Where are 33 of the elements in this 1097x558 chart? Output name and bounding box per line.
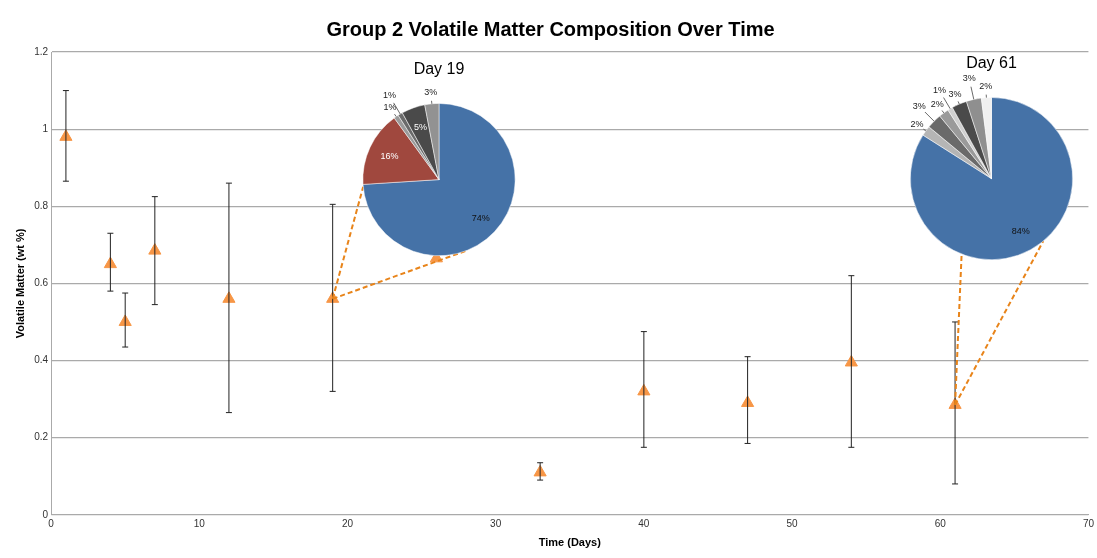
x-tick-label: 30 <box>490 517 502 529</box>
y-tick-label: 1.2 <box>34 45 49 57</box>
y-tick-label: 0 <box>42 508 49 520</box>
y-axis-title: Volatile Matter (wt %) <box>13 228 26 339</box>
y-tick-label: 1 <box>42 122 49 134</box>
data-label: 3% <box>962 73 976 84</box>
chart-title: Day 19 <box>413 60 465 78</box>
data-label: 1% <box>932 85 947 96</box>
chart-title: Day 61 <box>966 54 1017 72</box>
data-label: 3% <box>912 100 926 111</box>
x-tick-label: 20 <box>341 517 354 529</box>
data-label: 1% <box>383 90 397 101</box>
y-tick-label: 0.2 <box>34 431 49 443</box>
x-tick-label: 70 <box>1082 517 1095 529</box>
data-label: 2% <box>930 98 944 109</box>
x-tick-label: 60 <box>934 517 947 529</box>
y-tick-label: 0.8 <box>34 200 49 212</box>
data-label: 74% <box>471 213 490 224</box>
data-label: 3% <box>424 87 438 98</box>
x-tick-label: 50 <box>786 517 799 529</box>
data-label: 84% <box>1011 226 1030 237</box>
x-axis-title: Time (Days) <box>538 536 602 549</box>
data-label: 2% <box>910 118 924 129</box>
x-tick-label: 10 <box>193 517 206 529</box>
y-tick-label: 0.4 <box>34 354 49 366</box>
data-label: 2% <box>979 81 993 92</box>
y-tick-label: 0.6 <box>34 277 49 289</box>
data-label: 1% <box>383 102 397 112</box>
data-label: 16% <box>380 150 399 161</box>
data-label: 5% <box>413 122 427 133</box>
data-label: 3% <box>948 88 962 99</box>
chart-title: Group 2 Volatile Matter Composition Over Time <box>326 17 775 40</box>
x-tick-label: 40 <box>638 517 650 529</box>
